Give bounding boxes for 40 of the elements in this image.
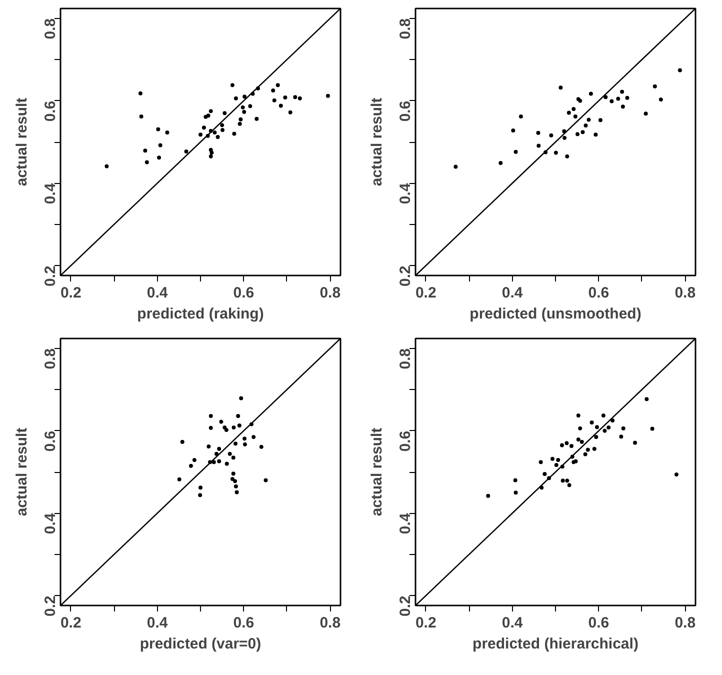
y-tick-label: 0.6 <box>397 430 414 452</box>
x-tick-label: 0.4 <box>146 284 168 302</box>
x-tick-label: 0.8 <box>674 614 696 632</box>
y-tick-label: 0.6 <box>42 430 59 452</box>
y-tick-label: 0.8 <box>42 18 59 40</box>
y-tick-label: 0.2 <box>397 596 414 616</box>
y-tick-label: 0.2 <box>42 596 59 616</box>
x-axis-title: predicted (raking) <box>137 306 264 322</box>
x-tick-label: 0.2 <box>60 284 82 302</box>
y-tick-label: 0.4 <box>397 182 414 204</box>
y-tick-label: 0.2 <box>42 266 59 286</box>
y-tick-label: 0.8 <box>397 18 414 40</box>
y-tick-label: 0.2 <box>397 266 414 286</box>
x-tick-label: 0.8 <box>320 614 341 632</box>
y-tick-label: 0.6 <box>397 100 414 122</box>
x-tick-label: 0.2 <box>60 614 82 632</box>
x-tick-label: 0.6 <box>233 614 254 632</box>
x-tick-label: 0.6 <box>588 614 610 632</box>
x-tick-label: 0.4 <box>502 284 524 302</box>
x-axis-title: predicted (var=0) <box>140 636 262 652</box>
x-tick-label: 0.4 <box>502 614 524 632</box>
y-axis-title: actual result <box>368 98 386 186</box>
x-axis-title: predicted (hierarchical) <box>472 636 638 652</box>
y-axis-title: actual result <box>14 428 30 516</box>
x-tick-label: 0.8 <box>674 284 696 302</box>
x-tick-label: 0.6 <box>233 284 254 302</box>
x-axis-title: predicted (unsmoothed) <box>470 306 642 322</box>
y-tick-label: 0.4 <box>42 182 59 204</box>
y-tick-label: 0.8 <box>42 348 59 370</box>
y-axis-title: actual result <box>368 428 386 516</box>
y-tick-label: 0.8 <box>397 348 414 370</box>
y-axis-title: actual result <box>14 98 30 186</box>
y-tick-label: 0.6 <box>42 100 59 122</box>
x-tick-label: 0.4 <box>146 614 168 632</box>
x-tick-label: 0.8 <box>320 284 341 302</box>
x-tick-label: 0.2 <box>415 614 436 632</box>
x-tick-label: 0.2 <box>415 284 436 302</box>
x-tick-label: 0.6 <box>588 284 610 302</box>
y-tick-label: 0.4 <box>42 512 59 534</box>
y-tick-label: 0.4 <box>397 512 414 534</box>
